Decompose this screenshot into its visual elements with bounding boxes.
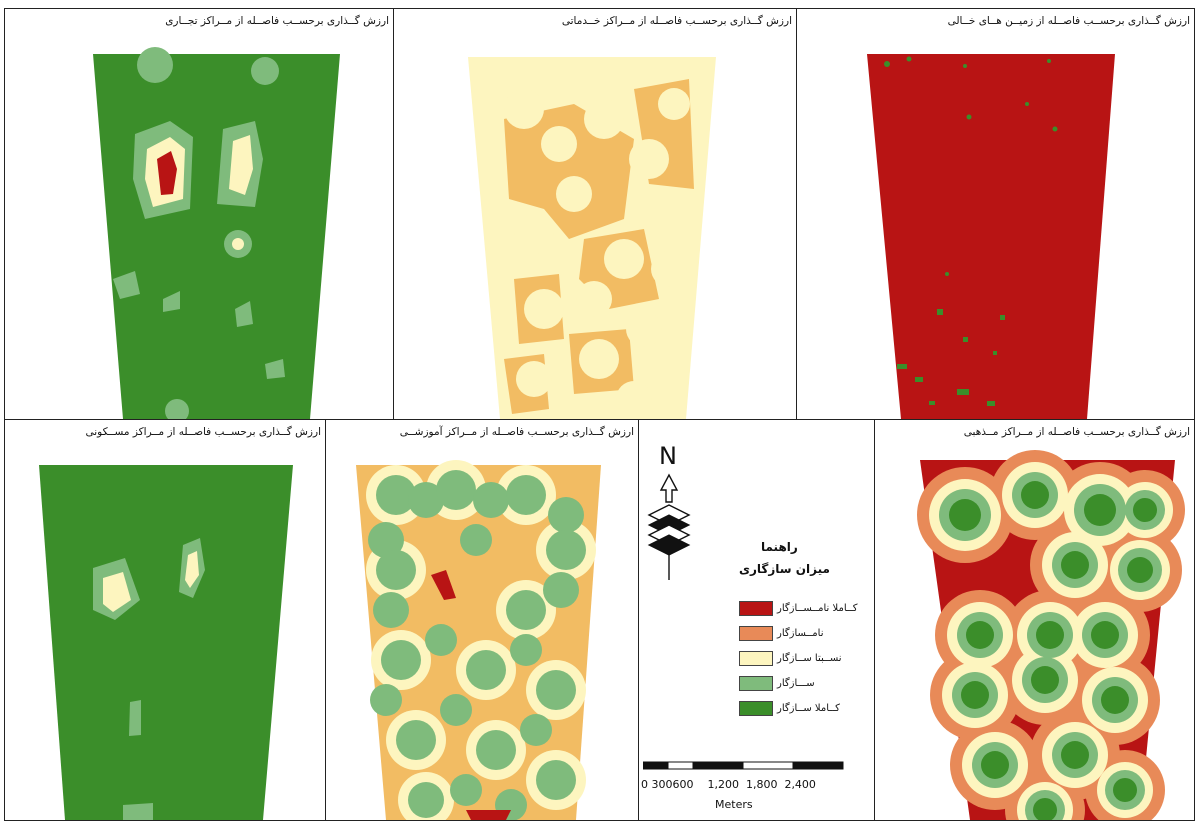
north-label: N — [659, 442, 677, 470]
panel-legend: N راهنما میزان سازگاری کــاملا نامــســا… — [638, 419, 875, 821]
legend-swatch — [739, 601, 773, 616]
panel-title: ارزش گــذاری برحســب فاصــله از مــراکز … — [561, 15, 792, 27]
panel-title: ارزش گــذاری برحســب فاصــله از مــراکز … — [165, 15, 389, 27]
north-arrow-icon: N — [647, 442, 691, 580]
legend-title: راهنما — [761, 540, 798, 554]
panel-educational: ارزش گــذاری برحســب فاصــله از مــراکز … — [325, 419, 639, 821]
panel-title: ارزش گــذاری برحســب فاصــله از مــراکز … — [399, 426, 634, 438]
panel-commercial: ارزش گــذاری برحســب فاصــله از مــراکز … — [4, 8, 394, 420]
service-map — [468, 57, 716, 419]
panel-residential: ارزش گــذاری برحســب فاصــله از مــراکز … — [4, 419, 326, 821]
legend-item-label: کــاملا نامــســازگار — [777, 603, 858, 614]
scale-ticks: 0 300600 1,200 1,800 2,400 — [641, 778, 816, 791]
residential-map — [39, 465, 293, 820]
legend-swatch — [739, 701, 773, 716]
legend-item-label: نســبتا ســازگار — [777, 653, 842, 664]
panel-vacant: ارزش گــذاری برحســب فاصــله از زمیــن ه… — [796, 8, 1195, 420]
scale-unit: Meters — [715, 798, 753, 811]
vacant-map — [867, 54, 1115, 419]
panel-service: ارزش گــذاری برحســب فاصــله از مــراکز … — [393, 8, 797, 420]
panel-title: ارزش گــذاری برحســب فاصــله از زمیــن ه… — [947, 15, 1190, 27]
panel-title: ارزش گــذاری برحســب فاصــله از مــراکز … — [963, 426, 1190, 438]
legend-swatch — [739, 651, 773, 666]
commercial-map — [93, 47, 340, 419]
panel-religious: ارزش گــذاری برحســب فاصــله از مــراکز … — [874, 419, 1195, 821]
religious-map — [917, 450, 1185, 820]
educational-map — [356, 460, 601, 820]
panel-title: ارزش گــذاری برحســب فاصــله از مــراکز … — [85, 426, 321, 438]
scale-bar — [643, 761, 844, 770]
legend-item-label: نامــسازگار — [777, 628, 824, 639]
legend-item-very-suitable: کــاملا ســازگار — [739, 701, 840, 716]
legend-item-label: ســـازگار — [777, 678, 815, 689]
legend-item-unsuitable: نامــسازگار — [739, 626, 823, 641]
legend-item-suitable: ســـازگار — [739, 676, 815, 691]
legend-item-label: کــاملا ســازگار — [777, 703, 840, 714]
legend-item-very-unsuitable: کــاملا نامــســازگار — [739, 601, 858, 616]
legend-swatch — [739, 676, 773, 691]
legend-item-relatively-suitable: نســبتا ســازگار — [739, 651, 842, 666]
legend-swatch — [739, 626, 773, 641]
legend-subtitle: میزان سازگاری — [739, 562, 830, 576]
